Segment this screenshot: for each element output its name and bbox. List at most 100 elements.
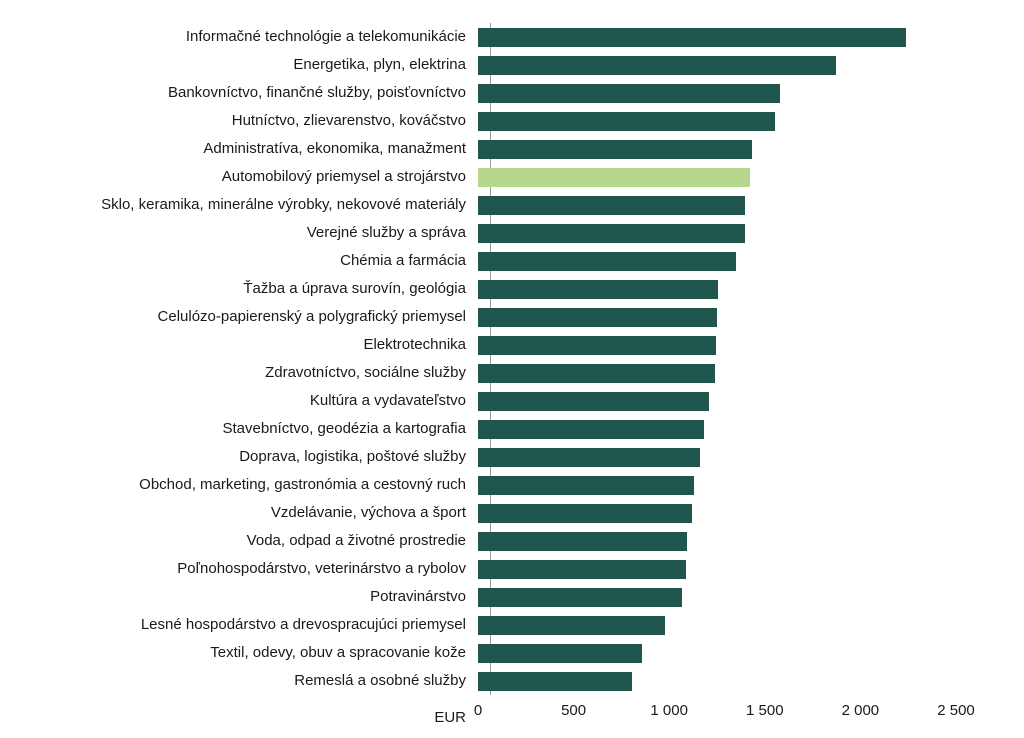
bar-row: Verejné služby a správa: [0, 219, 1024, 247]
category-label: Poľnohospodárstvo, veterinárstvo a rybol…: [177, 559, 466, 577]
bar-row: Chémia a farmácia: [0, 247, 1024, 275]
category-label: Energetika, plyn, elektrina: [293, 55, 466, 73]
bar: [478, 27, 907, 47]
bar-track: [478, 107, 956, 135]
category-label: Chémia a farmácia: [340, 251, 466, 269]
category-label: Informačné technológie a telekomunikácie: [185, 27, 466, 45]
bar-track: [478, 51, 956, 79]
y-axis-line: [490, 23, 491, 695]
bar: [478, 55, 836, 75]
bar-track: [478, 79, 956, 107]
x-tick-label: 1 000: [650, 702, 688, 719]
category-label: Elektrotechnika: [363, 335, 466, 353]
bar-row: Informačné technológie a telekomunikácie: [0, 23, 1024, 51]
bar-track: [478, 191, 956, 219]
category-label: Sklo, keramika, minerálne výrobky, nekov…: [101, 195, 466, 213]
bar-track: [478, 303, 956, 331]
bar-row: Automobilový priemysel a strojárstvo: [0, 163, 1024, 191]
bar: [478, 615, 666, 635]
bar-track: [478, 639, 956, 667]
bar-row: Administratíva, ekonomika, manažment: [0, 135, 1024, 163]
bar-row: Kultúra a vydavateľstvo: [0, 387, 1024, 415]
bar: [478, 391, 710, 411]
x-tick-label: 1 500: [746, 702, 784, 719]
category-label: Automobilový priemysel a strojárstvo: [221, 167, 466, 185]
axis-unit-label: EUR: [434, 709, 466, 726]
category-label: Verejné služby a správa: [306, 223, 466, 241]
bar-row: Poľnohospodárstvo, veterinárstvo a rybol…: [0, 555, 1024, 583]
bar-track: [478, 23, 956, 51]
bar-row: Sklo, keramika, minerálne výrobky, nekov…: [0, 191, 1024, 219]
bar: [478, 251, 737, 271]
x-tick-label: 0: [473, 702, 483, 719]
bar-track: [478, 163, 956, 191]
category-label: Celulózo-papierenský a polygrafický prie…: [157, 307, 466, 325]
bar-track: [478, 499, 956, 527]
bar-row: Energetika, plyn, elektrina: [0, 51, 1024, 79]
bar-track: [478, 471, 956, 499]
bar: [478, 503, 693, 523]
bar-track: [478, 527, 956, 555]
bar-track: [478, 331, 956, 359]
x-axis-ticks: 0 500 1 000 1 500 2 000 2 500: [474, 700, 975, 722]
bar-row: Potravinárstvo: [0, 583, 1024, 611]
category-label: Kultúra a vydavateľstvo: [309, 391, 466, 409]
bar-track: [478, 219, 956, 247]
category-label: Textil, odevy, obuv a spracovanie kože: [210, 643, 466, 661]
x-axis: EUR 0 500 1 000 1 500 2 000 2 500: [0, 700, 1024, 726]
category-label: Zdravotníctvo, sociálne služby: [265, 363, 466, 381]
bar-row: Doprava, logistika, poštové služby: [0, 443, 1024, 471]
bar-row: Lesné hospodárstvo a drevospracujúci pri…: [0, 611, 1024, 639]
category-label: Administratíva, ekonomika, manažment: [203, 139, 466, 157]
category-label: Stavebníctvo, geodézia a kartografia: [222, 419, 467, 437]
category-label: Bankovníctvo, finančné služby, poisťovní…: [167, 83, 466, 101]
bar-track: [478, 247, 956, 275]
bar: [478, 559, 687, 579]
bar: [478, 279, 718, 299]
bar-track: [478, 415, 956, 443]
bar-row: Textil, odevy, obuv a spracovanie kože: [0, 639, 1024, 667]
bar-row: Celulózo-papierenský a polygrafický prie…: [0, 303, 1024, 331]
bar-row: Elektrotechnika: [0, 331, 1024, 359]
bar-row: Obchod, marketing, gastronómia a cestovn…: [0, 471, 1024, 499]
bar: [478, 335, 717, 355]
category-label: Hutníctvo, zlievarenstvo, kováčstvo: [231, 111, 466, 129]
bar-row: Remeslá a osobné služby: [0, 667, 1024, 695]
bar-track: [478, 359, 956, 387]
bar-track: [478, 583, 956, 611]
x-tick-label: 500: [561, 702, 587, 719]
category-label: Lesné hospodárstvo a drevospracujúci pri…: [140, 615, 466, 633]
bar-track: [478, 611, 956, 639]
bar-track: [478, 135, 956, 163]
x-tick-label: 2 500: [937, 702, 975, 719]
category-label: Ťažba a úprava surovín, geológia: [243, 279, 466, 297]
bar: [478, 587, 682, 607]
bar: [478, 419, 704, 439]
bar-row: Voda, odpad a životné prostredie: [0, 527, 1024, 555]
bar-rows: Informačné technológie a telekomunikácie…: [0, 23, 1024, 695]
category-label: Doprava, logistika, poštové služby: [239, 447, 466, 465]
bar-row: Zdravotníctvo, sociálne služby: [0, 359, 1024, 387]
bar-row: Hutníctvo, zlievarenstvo, kováčstvo: [0, 107, 1024, 135]
bar: [478, 223, 745, 243]
bar-row: Stavebníctvo, geodézia a kartografia: [0, 415, 1024, 443]
category-label: Vzdelávanie, výchova a šport: [270, 503, 466, 521]
bar-track: [478, 555, 956, 583]
highlighted-bar: [478, 167, 750, 187]
category-label: Potravinárstvo: [370, 587, 466, 605]
bar-row: Vzdelávanie, výchova a šport: [0, 499, 1024, 527]
category-label: Remeslá a osobné služby: [294, 671, 466, 689]
bar: [478, 643, 643, 663]
bar: [478, 195, 745, 215]
bar: [478, 363, 716, 383]
bar: [478, 475, 695, 495]
bar: [478, 139, 753, 159]
x-tick-label: 2 000: [841, 702, 880, 719]
bar: [478, 83, 781, 103]
bar: [478, 307, 717, 327]
bar: [478, 111, 776, 131]
bar-row: Bankovníctvo, finančné služby, poisťovní…: [0, 79, 1024, 107]
bar: [478, 671, 632, 691]
category-label: Voda, odpad a životné prostredie: [246, 531, 466, 549]
